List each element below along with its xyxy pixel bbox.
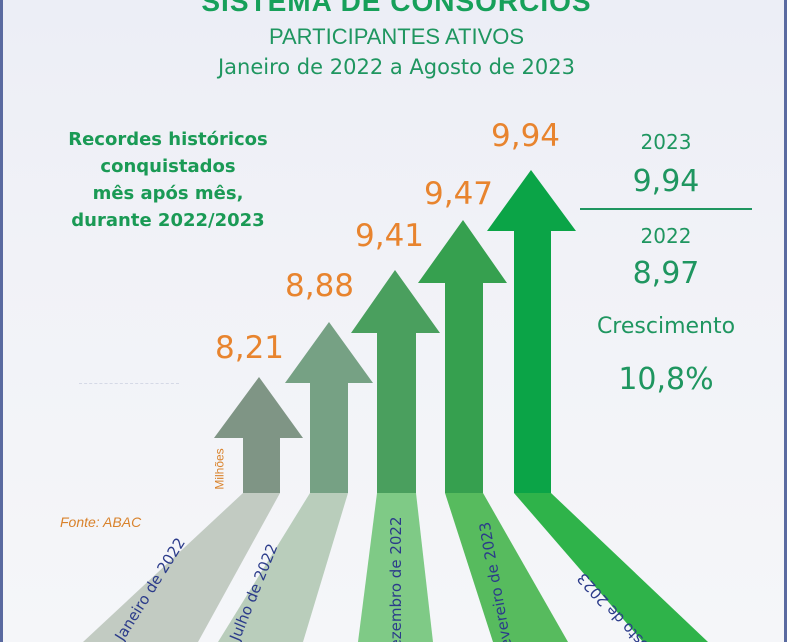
arrow-chart: Janeiro de 2022 Julho de 2022 Dezembro d… [83, 170, 708, 642]
period-label: Janeiro de 2022 a Agosto de 2023 [217, 55, 576, 79]
unit-label: Milhões [212, 448, 227, 490]
summary-value-2023: 9,94 [632, 164, 700, 199]
records-note-line: Recordes históricos [68, 129, 268, 150]
value-label-5: 9,94 [491, 118, 561, 154]
page-title: SISTEMA DE CONSÓRCIOS [201, 0, 592, 17]
summary-year-2022: 2022 [640, 224, 692, 248]
records-note-line: mês após mês, [92, 183, 244, 204]
decorative-divider [79, 383, 179, 385]
records-note-line: conquistados [100, 156, 236, 177]
arrow-5 [487, 170, 576, 493]
value-label-1: 8,21 [215, 330, 285, 366]
arrow-3 [351, 270, 440, 493]
month-label-3: Dezembro de 2022 [387, 517, 405, 642]
arrow-2 [285, 322, 373, 493]
ribbon-1 [83, 493, 280, 642]
ribbon-2 [218, 493, 348, 642]
growth-value: 10,8% [618, 362, 714, 397]
summary-value-2022: 8,97 [632, 256, 700, 291]
records-note: Recordes históricos conquistados mês apó… [43, 126, 293, 234]
summary-year-2023: 2023 [640, 130, 692, 154]
arrow-4 [418, 220, 507, 493]
ribbon-5 [514, 493, 708, 642]
page-subtitle: PARTICIPANTES ATIVOS [268, 24, 525, 49]
growth-label: Crescimento [596, 314, 736, 339]
source-label: Fonte: ABAC [60, 514, 142, 530]
value-label-4: 9,47 [424, 176, 494, 212]
summary-divider [580, 208, 752, 210]
value-label-2: 8,88 [285, 268, 355, 304]
ribbon-4 [445, 493, 568, 642]
value-label-3: 9,41 [355, 218, 425, 254]
arrow-1 [214, 377, 303, 493]
ribbon-3 [358, 493, 433, 642]
records-note-line: durante 2022/2023 [71, 210, 265, 231]
